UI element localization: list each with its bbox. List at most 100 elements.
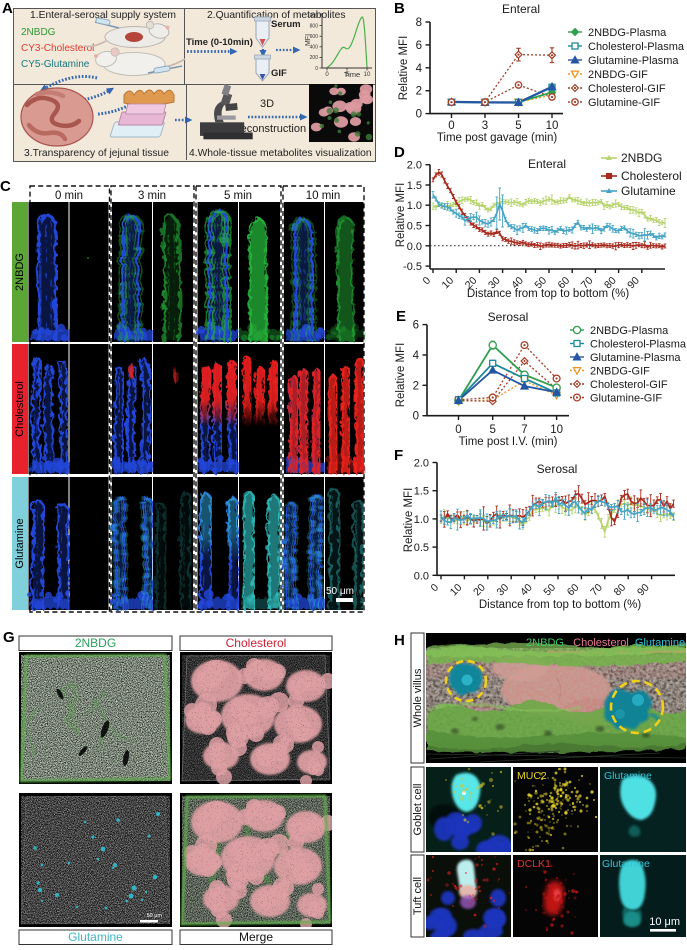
svg-text:2NBDG: 2NBDG (621, 151, 662, 165)
svg-text:Whole villus: Whole villus (412, 668, 424, 727)
svg-text:DCLK1: DCLK1 (517, 858, 551, 870)
svg-text:Glutamine: Glutamine (635, 637, 685, 649)
svg-text:1.5: 1.5 (407, 180, 422, 192)
svg-text:0: 0 (429, 582, 442, 595)
svg-text:Glutamine: Glutamine (621, 184, 676, 198)
svg-text:400: 400 (310, 45, 319, 51)
svg-text:Glutamine: Glutamine (604, 770, 652, 782)
svg-text:10: 10 (448, 582, 465, 599)
svg-text:-0.5: -0.5 (403, 261, 422, 273)
svg-text:2NBDG-GIF: 2NBDG-GIF (588, 69, 648, 81)
svg-text:10: 10 (550, 424, 563, 436)
svg-text:3 min: 3 min (138, 190, 166, 202)
svg-text:Cholesterol: Cholesterol (621, 169, 682, 183)
svg-text:4: 4 (416, 63, 423, 75)
svg-text:0.0: 0.0 (414, 570, 429, 582)
svg-text:0: 0 (455, 424, 461, 436)
svg-text:0: 0 (448, 120, 454, 132)
svg-text:Glutamine-Plasma: Glutamine-Plasma (588, 55, 679, 67)
svg-text:MUC2: MUC2 (517, 770, 547, 782)
svg-text:80: 80 (612, 582, 629, 599)
svg-text:5: 5 (345, 72, 349, 78)
svg-text:Glutamine: Glutamine (602, 858, 650, 870)
svg-text:1.0: 1.0 (414, 514, 429, 526)
svg-text:2NBDG-Plasma: 2NBDG-Plasma (588, 27, 667, 39)
svg-text:5: 5 (515, 120, 521, 132)
svg-text:Cholesterol: Cholesterol (14, 381, 26, 437)
svg-text:10: 10 (546, 120, 559, 132)
svg-text:1000: 1000 (307, 13, 318, 19)
svg-text:10: 10 (440, 275, 457, 292)
svg-text:2NBDG-Plasma: 2NBDG-Plasma (590, 325, 669, 337)
svg-text:Distance from top to bottom (%: Distance from top to bottom (%) (479, 599, 642, 611)
svg-text:1.5: 1.5 (414, 486, 429, 498)
svg-text:20: 20 (471, 582, 488, 599)
svg-text:2NBDG: 2NBDG (75, 636, 116, 650)
svg-text:Serosal: Serosal (488, 310, 529, 324)
svg-text:Glutamine: Glutamine (14, 518, 26, 568)
svg-text:0 min: 0 min (55, 190, 83, 202)
svg-text:0.0: 0.0 (407, 241, 422, 253)
svg-text:0: 0 (416, 109, 422, 121)
svg-text:0: 0 (315, 66, 318, 72)
svg-text:0: 0 (413, 411, 419, 423)
svg-text:Glutamine-GIF: Glutamine-GIF (588, 97, 660, 109)
svg-text:600: 600 (310, 34, 319, 40)
svg-text:90: 90 (635, 582, 652, 599)
svg-text:Distance from top to bottom (%: Distance from top to bottom (%) (467, 288, 630, 300)
svg-text:70: 70 (588, 582, 605, 599)
svg-text:50 μm: 50 μm (326, 586, 354, 597)
svg-text:0.5: 0.5 (407, 221, 422, 233)
svg-text:Glutamine: Glutamine (68, 930, 123, 944)
svg-text:2.0: 2.0 (407, 160, 422, 172)
svg-text:800: 800 (310, 23, 319, 29)
svg-text:3: 3 (482, 120, 488, 132)
svg-text:10 μm: 10 μm (649, 916, 680, 928)
svg-text:Relative MFI: Relative MFI (395, 343, 407, 408)
svg-text:50: 50 (541, 582, 558, 599)
svg-text:Time: Time (344, 70, 360, 79)
svg-text:30: 30 (495, 582, 512, 599)
svg-text:Glutamine-Plasma: Glutamine-Plasma (590, 352, 681, 364)
svg-text:10: 10 (364, 72, 371, 78)
svg-text:5 min: 5 min (224, 190, 252, 202)
svg-text:2.0: 2.0 (414, 458, 429, 470)
svg-text:2: 2 (413, 380, 419, 392)
svg-text:Goblet cell: Goblet cell (412, 784, 424, 836)
svg-text:7: 7 (521, 424, 527, 436)
svg-text:Relative MFI: Relative MFI (403, 488, 415, 553)
svg-text:0: 0 (421, 275, 434, 288)
svg-text:Tuft cell: Tuft cell (412, 877, 424, 915)
svg-text:Time post I.V. (min): Time post I.V. (min) (459, 436, 558, 448)
svg-text:2NBDG: 2NBDG (526, 637, 564, 649)
svg-text:Serosal: Serosal (537, 462, 578, 476)
svg-text:Time post gavage (min): Time post gavage (min) (437, 132, 558, 144)
svg-text:1.0: 1.0 (407, 200, 422, 212)
svg-text:200: 200 (310, 55, 319, 61)
svg-text:0: 0 (325, 72, 329, 78)
svg-text:4: 4 (413, 350, 420, 362)
svg-text:Glutamine-GIF: Glutamine-GIF (590, 393, 662, 405)
svg-text:0.5: 0.5 (414, 542, 429, 554)
svg-text:60: 60 (565, 582, 582, 599)
svg-text:40: 40 (518, 582, 535, 599)
svg-text:Cholesterol: Cholesterol (573, 637, 629, 649)
svg-text:Cholesterol-Plasma: Cholesterol-Plasma (590, 339, 687, 351)
svg-text:5: 5 (489, 424, 495, 436)
svg-text:6: 6 (413, 320, 419, 332)
svg-text:8: 8 (416, 17, 422, 29)
svg-text:10 min: 10 min (306, 190, 341, 202)
svg-text:6: 6 (416, 40, 422, 52)
svg-text:Cholesterol-GIF: Cholesterol-GIF (588, 83, 666, 95)
svg-text:50 μm: 50 μm (147, 913, 163, 919)
svg-text:Cholesterol-Plasma: Cholesterol-Plasma (588, 41, 685, 53)
svg-text:Cholesterol-GIF: Cholesterol-GIF (590, 379, 668, 391)
svg-text:2: 2 (416, 86, 422, 98)
svg-text:Enteral: Enteral (502, 2, 540, 16)
svg-text:Relative MFI: Relative MFI (395, 183, 407, 248)
svg-text:Enteral: Enteral (528, 157, 566, 171)
svg-text:2NBDG: 2NBDG (14, 253, 26, 291)
svg-text:Cholesterol: Cholesterol (226, 636, 287, 650)
svg-text:2NBDG-GIF: 2NBDG-GIF (590, 366, 650, 378)
svg-text:Relative MFI: Relative MFI (398, 36, 410, 101)
